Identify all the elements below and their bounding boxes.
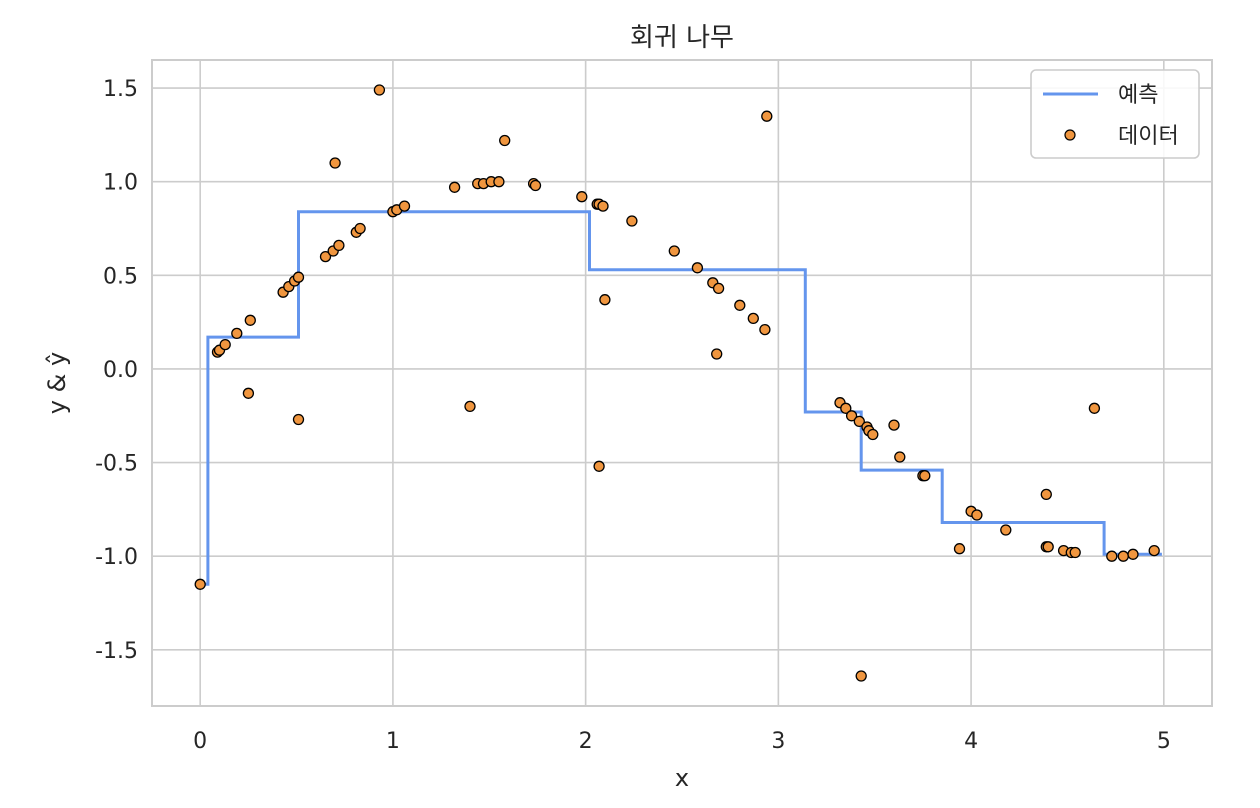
- data-point: [398, 200, 411, 212]
- x-tick-label: 1: [386, 729, 400, 754]
- data-point: [1117, 550, 1129, 562]
- data-point: [244, 314, 256, 326]
- data-point: [626, 215, 638, 227]
- data-point: [953, 543, 966, 555]
- data-point: [1106, 550, 1118, 562]
- y-tick-label: 0.5: [103, 264, 138, 289]
- data-point: [761, 110, 773, 122]
- data-point: [1040, 488, 1052, 501]
- tick-labels: 0 1 2 3 4 5 1.5 1.0 0.5 0.0 -0.5 -1.0 -1.5: [95, 77, 1171, 754]
- data-point: [529, 179, 542, 192]
- y-tick-label: -1.0: [95, 545, 138, 570]
- data-point: [888, 419, 900, 431]
- data-point: [691, 262, 704, 274]
- data-point: [576, 191, 588, 203]
- data-point: [855, 670, 867, 682]
- data-point: [1042, 541, 1054, 553]
- x-tick-label: 4: [964, 729, 978, 754]
- data-point: [599, 294, 611, 306]
- data-point: [354, 222, 366, 235]
- x-tick-label: 0: [193, 729, 207, 754]
- data-point: [919, 470, 931, 482]
- data-point: [1148, 544, 1160, 557]
- data-point: [1127, 548, 1139, 560]
- data-point: [499, 134, 511, 147]
- data-series: [194, 84, 1160, 682]
- data-point: [593, 460, 605, 472]
- data-point: [373, 84, 386, 96]
- data-point: [292, 271, 305, 283]
- data-point: [329, 157, 341, 169]
- grid: [152, 60, 1212, 706]
- legend-marker-icon: [1064, 129, 1076, 141]
- y-tick-label: -0.5: [95, 452, 138, 477]
- y-tick-label: 1.0: [103, 171, 138, 196]
- data-point: [853, 415, 865, 428]
- data-point: [231, 327, 243, 340]
- data-point: [194, 578, 206, 590]
- plot-frame: [151, 59, 1213, 707]
- y-tick-label: 0.0: [103, 358, 138, 383]
- data-point: [242, 387, 255, 399]
- data-point: [319, 250, 332, 263]
- data-point: [894, 451, 906, 463]
- data-point: [711, 348, 723, 360]
- y-axis-label: y & ŷ: [43, 352, 71, 414]
- y-tick-label: 1.5: [103, 77, 138, 102]
- prediction-step-line: [200, 210, 1162, 586]
- x-tick-label: 5: [1157, 729, 1171, 754]
- data-point: [747, 312, 759, 325]
- data-point: [448, 181, 461, 193]
- data-point: [493, 176, 505, 188]
- data-point: [219, 338, 231, 351]
- data-point: [845, 410, 858, 422]
- legend-label-data: 데이터: [1118, 124, 1179, 149]
- data-point: [597, 200, 609, 212]
- legend: 예측 데이터: [1030, 69, 1200, 159]
- chart-title: 회귀 나무: [630, 23, 734, 53]
- legend-label-prediction: 예측: [1118, 83, 1158, 108]
- data-point: [668, 245, 680, 257]
- prediction-series: [200, 210, 1162, 586]
- x-axis-label: x: [675, 764, 689, 792]
- x-tick-label: 2: [579, 729, 593, 754]
- data-point: [292, 413, 305, 426]
- data-point: [1000, 524, 1012, 536]
- data-point: [1069, 546, 1081, 559]
- data-point: [840, 402, 852, 414]
- x-tick-label: 3: [771, 729, 785, 754]
- data-point: [759, 323, 771, 336]
- data-point: [464, 400, 476, 413]
- y-tick-label: -1.5: [95, 639, 138, 664]
- data-point: [1088, 402, 1101, 414]
- data-point: [712, 282, 725, 295]
- data-point: [333, 239, 345, 252]
- data-point: [867, 428, 879, 441]
- data-point: [734, 299, 746, 311]
- data-point: [971, 509, 983, 521]
